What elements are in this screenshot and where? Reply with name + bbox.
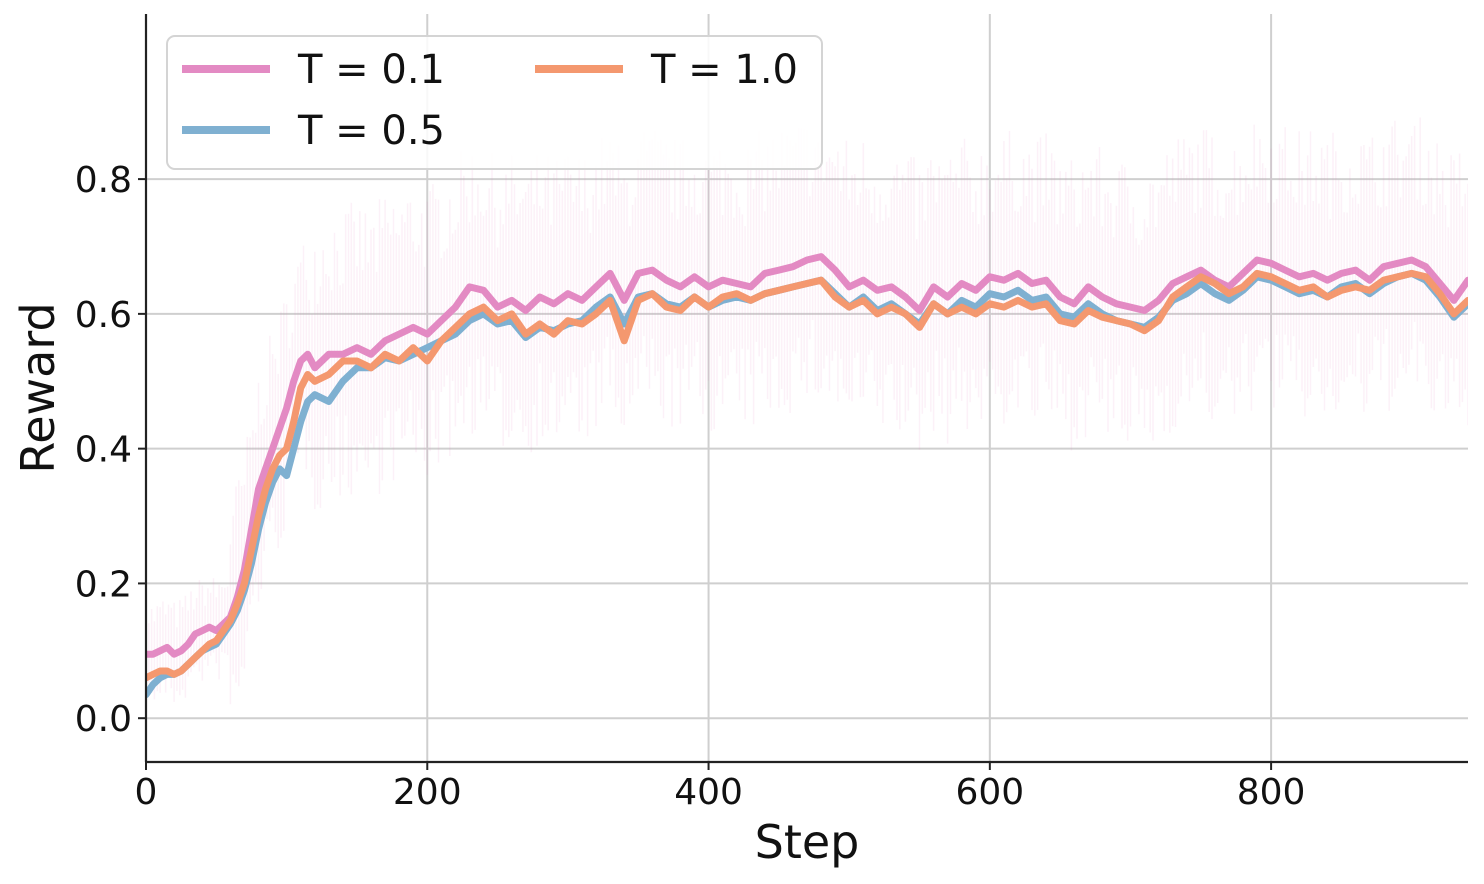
series-line-3	[146, 269, 1468, 682]
y-tick-label: 0.4	[75, 430, 132, 471]
legend-label-2: T = 0.5	[297, 108, 445, 154]
y-tick-label: 0.0	[75, 699, 132, 740]
legend: T = 0.1 T = 0.5 T = 1.0	[166, 35, 823, 170]
y-tick-label: 0.8	[75, 160, 132, 201]
variance-band	[146, 117, 1468, 706]
legend-label-1: T = 0.1	[297, 47, 445, 93]
x-axis-label: Step	[755, 815, 860, 869]
x-tick-label: 600	[955, 772, 1024, 813]
variance-bands	[146, 117, 1468, 706]
x-tick-label: 800	[1237, 772, 1306, 813]
ticks: 0 200 400 600 800 0.0 0.2 0.4 0.6 0.8	[75, 160, 1306, 813]
y-axis-label: Reward	[11, 302, 65, 473]
legend-label-3: T = 1.0	[650, 47, 798, 93]
x-tick-label: 200	[393, 772, 462, 813]
x-tick-label: 400	[674, 772, 743, 813]
series-line-1	[146, 253, 1468, 658]
x-tick-label: 0	[135, 772, 158, 813]
legend-frame	[166, 35, 823, 170]
y-tick-label: 0.6	[75, 295, 132, 336]
y-tick-label: 0.2	[75, 564, 132, 605]
axes	[144, 14, 1468, 764]
series-lines	[146, 253, 1468, 699]
